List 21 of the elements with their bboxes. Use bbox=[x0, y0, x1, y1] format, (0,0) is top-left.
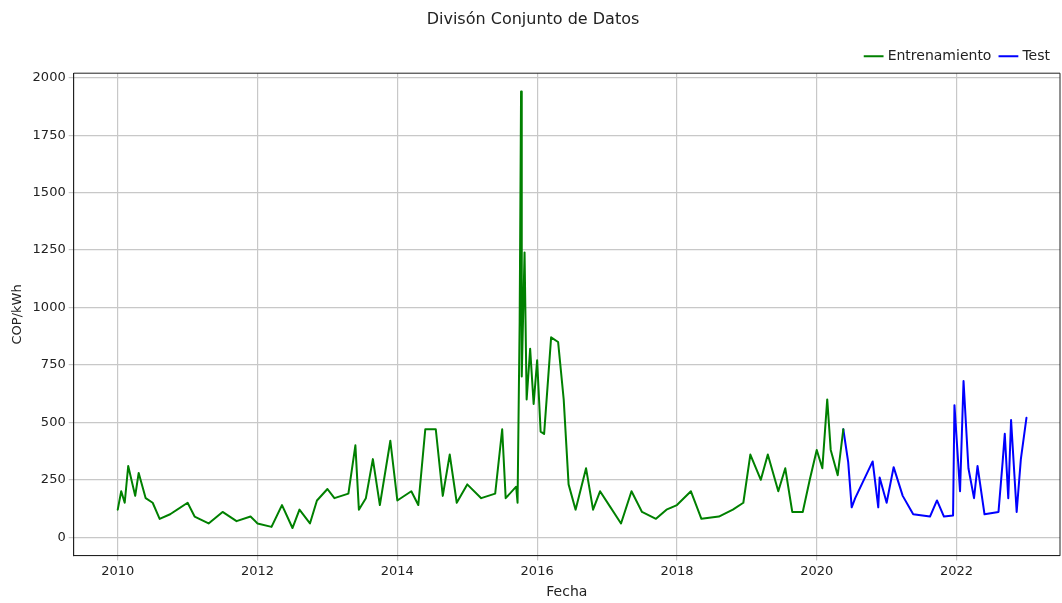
y-tick-label: 1750 bbox=[32, 126, 66, 142]
y-tick-label: 1000 bbox=[32, 298, 66, 314]
y-tick-label: 1250 bbox=[32, 241, 66, 257]
x-tick-label: 2016 bbox=[520, 562, 554, 578]
y-axis-title: COP/kWh bbox=[9, 284, 25, 345]
x-tick-label: 2020 bbox=[800, 562, 834, 578]
x-tick-label: 2010 bbox=[101, 562, 135, 578]
y-tick-label: 750 bbox=[40, 356, 66, 372]
y-tick-label: 1500 bbox=[32, 184, 66, 200]
x-tick-label: 2012 bbox=[240, 562, 275, 578]
chart-title: Divisón Conjunto de Datos bbox=[426, 8, 640, 28]
y-tick-label: 250 bbox=[40, 471, 66, 487]
x-tick-label: 2014 bbox=[380, 562, 414, 578]
y-tick-label: 0 bbox=[57, 528, 66, 544]
x-tick-label: 2022 bbox=[940, 562, 974, 578]
legend-label: Entrenamiento bbox=[887, 46, 992, 63]
y-tick-label: 2000 bbox=[32, 69, 66, 85]
legend-label: Test bbox=[1021, 46, 1051, 63]
y-tick-label: 500 bbox=[40, 413, 66, 429]
x-axis-title: Fecha bbox=[546, 583, 588, 600]
x-tick-label: 2018 bbox=[660, 562, 694, 578]
